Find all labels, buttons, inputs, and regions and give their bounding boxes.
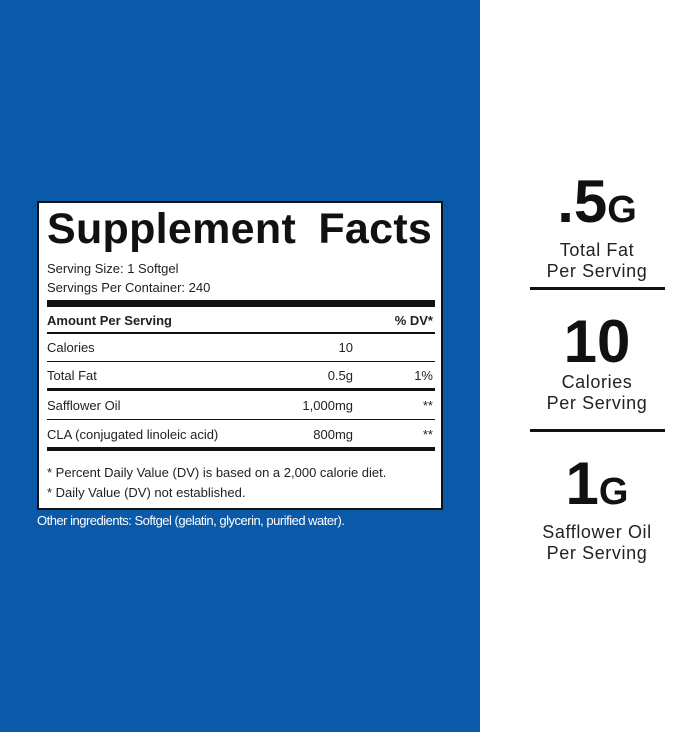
row-dv: ** (422, 398, 433, 413)
highlight-label: Total Fat (559, 240, 635, 260)
separator (530, 287, 665, 290)
rule (47, 388, 435, 391)
separator (530, 429, 665, 432)
row-amount: 800mg (313, 427, 353, 442)
rule (47, 419, 435, 420)
rule (47, 447, 435, 451)
footnote: * Daily Value (DV) not established. (47, 485, 246, 500)
highlight-label: Calories (561, 372, 633, 392)
highlight-label: Per Serving (546, 261, 648, 281)
highlight: 1G Safflower Oil Per Serving (520, 454, 674, 564)
highlight-value: 10 (520, 312, 674, 372)
highlight-value: .5G (520, 172, 674, 240)
header-amount: Amount Per Serving (47, 313, 172, 328)
supplement-facts-panel: Supplement Facts Serving Size: 1 Softgel… (37, 201, 443, 510)
rule (47, 332, 435, 334)
row-name: CLA (conjugated linoleic acid) (47, 427, 219, 442)
highlight-label: Per Serving (546, 543, 648, 563)
row-name: Safflower Oil (47, 398, 121, 413)
footnote: * Percent Daily Value (DV) is based on a… (47, 465, 387, 480)
value: 10 (563, 308, 631, 375)
facts-title: Supplement Facts (47, 205, 433, 253)
header-dv: % DV* (394, 313, 433, 328)
value: 1 (565, 450, 599, 517)
row-dv: ** (422, 427, 433, 442)
row-amount: 10 (338, 340, 353, 355)
rule (47, 361, 435, 362)
highlight: .5G Total Fat Per Serving (520, 172, 674, 282)
highlight-label: Per Serving (546, 393, 648, 413)
servings-per-container: Servings Per Container: 240 (47, 280, 211, 295)
row-name: Calories (47, 340, 95, 355)
other-ingredients: Other ingredients: Softgel (gelatin, gly… (37, 513, 345, 528)
row-amount: 1,000mg (302, 398, 353, 413)
highlight-value: 1G (520, 454, 674, 522)
value: .5 (557, 168, 608, 235)
rule (47, 300, 435, 307)
serving-size: Serving Size: 1 Softgel (47, 261, 179, 276)
highlight: 10 Calories Per Serving (520, 312, 674, 414)
unit: G (607, 189, 637, 231)
unit: G (598, 471, 629, 513)
row-amount: 0.5g (327, 368, 353, 383)
highlight-label: Safflower Oil (542, 522, 652, 542)
row-dv: 1% (414, 368, 433, 383)
row-name: Total Fat (47, 368, 97, 383)
